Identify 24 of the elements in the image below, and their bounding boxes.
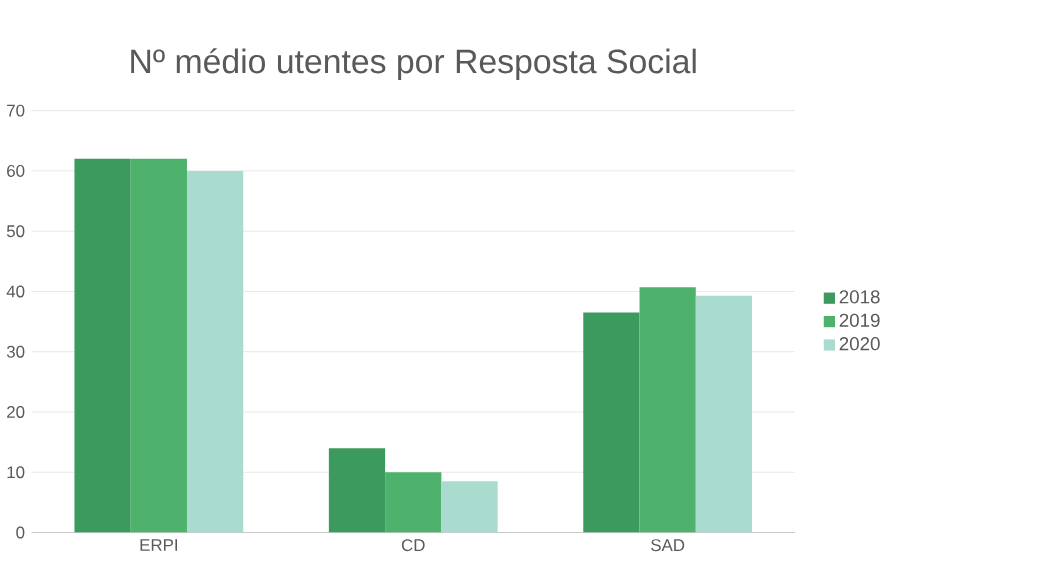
x-tick-label: SAD (651, 539, 685, 552)
bar (695, 295, 753, 533)
y-tick-label: 0 (16, 526, 25, 539)
x-tick-label: CD (401, 539, 425, 552)
legend-label: 2018 (839, 290, 880, 304)
bar (385, 472, 442, 533)
y-tick-label: 70 (7, 104, 25, 117)
bar (583, 312, 640, 533)
bar (74, 158, 131, 533)
chart-title: Nº médio utentes por Resposta Social (131, 48, 696, 81)
legend-label: 2020 (839, 337, 880, 351)
y-tick-label: 40 (6, 285, 25, 298)
y-tick-label: 60 (7, 164, 25, 177)
x-tick-label: ERPI (140, 539, 177, 551)
bar (130, 158, 187, 533)
bar (639, 287, 696, 533)
y-tick-label: 10 (7, 466, 25, 479)
y-tick-label: 30 (6, 345, 25, 358)
y-tick-label: 20 (7, 406, 25, 418)
bar (186, 170, 244, 533)
y-tick-label: 50 (6, 225, 25, 238)
legend-label: 2019 (839, 313, 880, 327)
bar (441, 481, 498, 533)
bar (328, 448, 386, 533)
